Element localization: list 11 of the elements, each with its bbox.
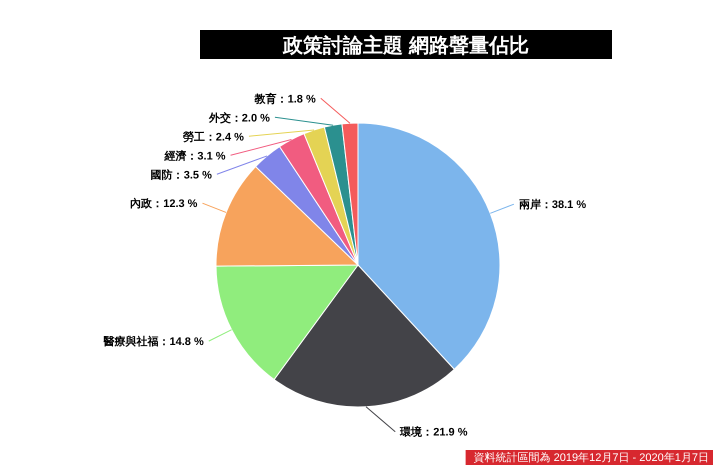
slice-label: 內政：12.3 % <box>130 197 198 210</box>
slice-label: 經濟：3.1 % <box>163 149 226 162</box>
slice-label: 國防：3.5 % <box>150 168 212 182</box>
slice-label: 環境：21.9 % <box>399 426 468 439</box>
slice-label: 外交：2.0 % <box>208 111 270 124</box>
chart-title: 政策討論主題 網路聲量佔比 <box>282 34 529 57</box>
slice-label: 勞工：2.4 % <box>182 130 244 144</box>
slice-label: 教育：1.8 % <box>254 92 316 106</box>
slice-label: 兩岸：38.1 % <box>518 198 586 212</box>
slice-label: 醫療與社福：14.8 % <box>104 335 204 348</box>
text: 資料統計區間為 2019年12月7日 - 2020年1月7日 <box>474 451 709 464</box>
